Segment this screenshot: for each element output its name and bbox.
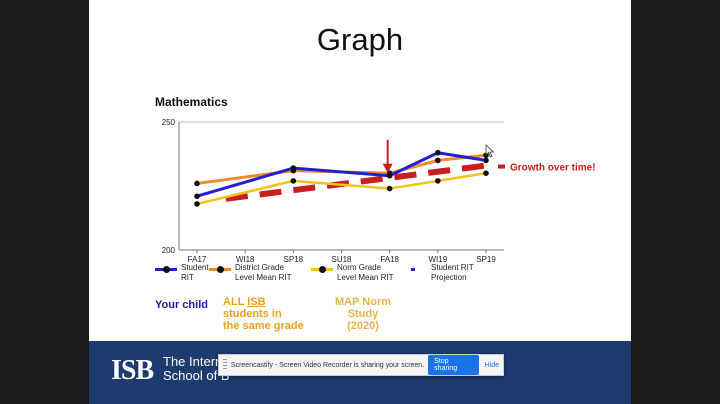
legend-district-swatch bbox=[209, 263, 231, 275]
legend-norm-swatch bbox=[311, 263, 333, 275]
x-tick-label: FA18 bbox=[380, 255, 399, 264]
growth-label: Growth over time! bbox=[510, 163, 596, 174]
school-name: The Interna School of B bbox=[163, 355, 230, 383]
legend-district-label-2: Level Mean RIT bbox=[235, 273, 292, 282]
legend-projection-label-2: Projection bbox=[431, 273, 467, 282]
point-student-rit bbox=[290, 165, 297, 171]
chart-heading: Mathematics bbox=[155, 95, 228, 109]
legend-district-label-1: District Grade bbox=[235, 263, 284, 272]
point-district-mean bbox=[194, 180, 200, 187]
annotation-your-child: Your child bbox=[155, 299, 208, 311]
down-arrow-icon bbox=[382, 163, 393, 173]
presentation-slide: Graph Mathematics 250 200 FA17 WI18 SP18 SU18… bbox=[89, 0, 631, 404]
mouse-cursor-icon bbox=[485, 144, 495, 158]
annotation-all-prefix: ALL bbox=[223, 296, 248, 308]
point-student-rit bbox=[483, 157, 489, 164]
annotation-all-isb: ALL ISB students in the same grade bbox=[223, 296, 304, 332]
drag-grip-icon[interactable] bbox=[223, 359, 227, 371]
slide-title: Graph bbox=[316, 22, 404, 57]
annotation-all-isb-line2: students in bbox=[223, 308, 282, 320]
hide-button[interactable]: Hide bbox=[484, 361, 499, 369]
x-tick-label: WI19 bbox=[428, 255, 447, 264]
letterbox-right bbox=[631, 0, 720, 404]
screen-share-bar: Screencastify - Screen Video Recorder is… bbox=[218, 354, 504, 376]
legend-student-label-2: RIT bbox=[181, 273, 194, 282]
share-message: Screencastify - Screen Video Recorder is… bbox=[230, 361, 425, 369]
y-tick-label: 250 bbox=[162, 118, 176, 127]
isb-logo: ISB bbox=[111, 355, 154, 386]
legend-norm-label-2: Level Mean RIT bbox=[337, 273, 394, 282]
point-norm-mean bbox=[194, 201, 200, 207]
growth-marker bbox=[498, 164, 505, 169]
x-tick-label: FA17 bbox=[188, 255, 207, 264]
point-norm-mean bbox=[483, 170, 489, 176]
legend-student-label-1: Student bbox=[181, 263, 209, 272]
x-tick-label: SP19 bbox=[476, 255, 496, 264]
point-district-mean bbox=[435, 157, 441, 164]
x-tick-label: SP18 bbox=[284, 255, 304, 264]
legend-projection-swatch bbox=[405, 263, 427, 275]
school-name-line1: The Interna bbox=[163, 354, 230, 369]
letterbox-left bbox=[0, 0, 89, 404]
legend-district: District Grade Level Mean RIT bbox=[209, 263, 291, 283]
point-student-rit bbox=[386, 172, 393, 179]
annotation-isb-underlined: ISB bbox=[247, 296, 266, 308]
point-norm-mean bbox=[290, 178, 297, 184]
annotation-map-line1: MAP Norm Study bbox=[334, 296, 392, 320]
series-line-projection bbox=[225, 162, 487, 202]
stop-sharing-button[interactable]: Stop sharing bbox=[428, 355, 479, 375]
math-line-chart: 250 200 FA17 WI18 SP18 SU18 FA18 WI19 SP19 Growth… bbox=[162, 118, 596, 264]
y-tick-label: 200 bbox=[162, 246, 176, 255]
x-tick-label: SU18 bbox=[331, 255, 352, 264]
school-name-line2: School of B bbox=[163, 368, 230, 383]
legend-student-rit: Student RIT bbox=[155, 263, 209, 283]
legend-norm-label-1: Norm Grade bbox=[337, 263, 382, 272]
annotation-all-isb-line3: the same grade bbox=[223, 320, 304, 332]
legend-student-swatch bbox=[155, 263, 177, 275]
point-student-rit bbox=[194, 193, 200, 200]
annotation-map-norm: MAP Norm Study (2020) bbox=[319, 296, 407, 332]
annotation-map-line2: (2020) bbox=[347, 320, 379, 332]
legend-projection: Student RIT Projection bbox=[405, 263, 474, 283]
x-tick-label: WI18 bbox=[236, 255, 255, 264]
point-norm-mean bbox=[435, 178, 441, 184]
point-norm-mean bbox=[386, 185, 393, 192]
point-student-rit bbox=[435, 149, 441, 156]
legend-projection-label-1: Student RIT bbox=[431, 263, 474, 272]
legend-norm: Norm Grade Level Mean RIT bbox=[311, 263, 393, 283]
